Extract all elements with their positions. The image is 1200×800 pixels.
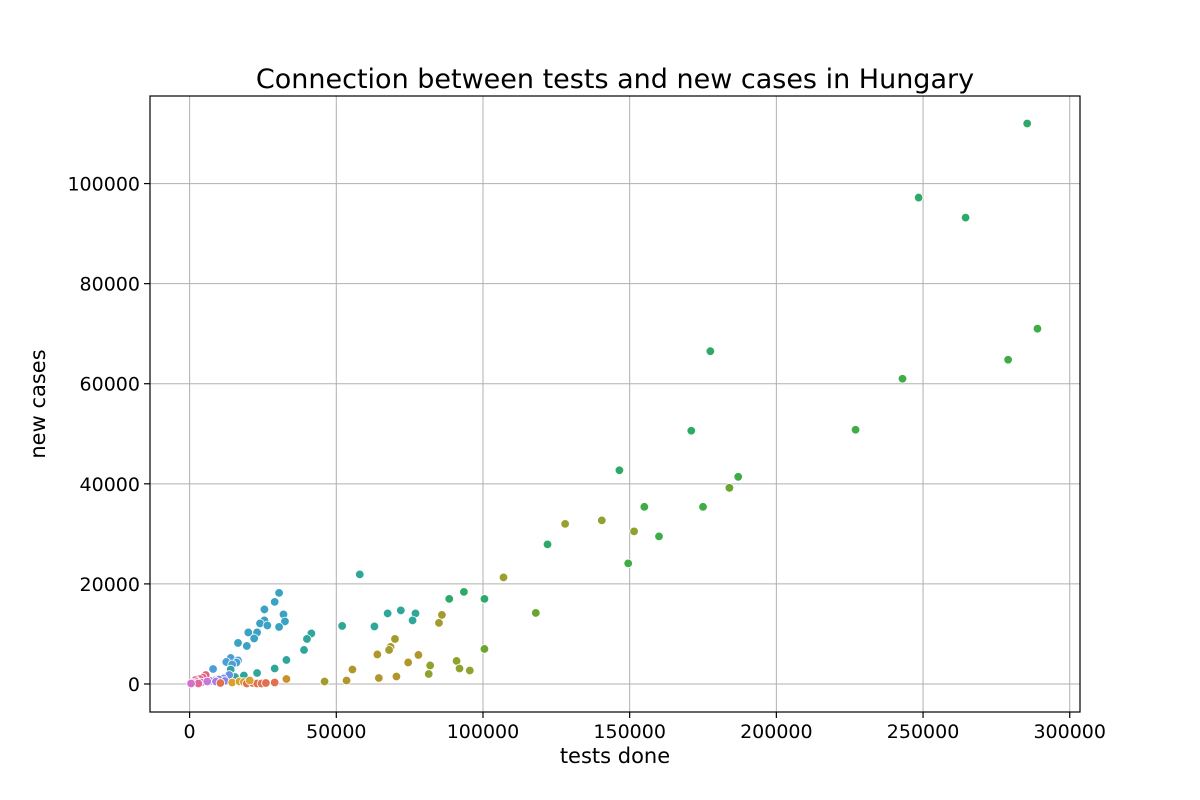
x-axis-label: tests done [560,744,670,768]
data-point [459,587,469,597]
data-point [269,597,280,607]
y-tick-label: 40000 [80,474,140,496]
ticks: 0 50000 100000 150000 200000 250000 300000 0 200… [67,174,1106,743]
data-point [479,644,490,654]
data-point [479,594,490,604]
data-point [280,616,290,627]
data-point [614,465,625,476]
data-point [542,539,553,550]
data-point [215,678,226,688]
y-tick-label: 20000 [80,574,140,596]
data-point [369,621,380,632]
data-point [274,588,284,598]
data-point [724,483,735,493]
data-point [1022,118,1032,129]
data-point [623,558,633,569]
data-point [242,641,252,651]
data-point [654,531,664,542]
x-tick-label: 300000 [1033,721,1106,743]
data-point [281,674,292,684]
data-point [372,649,383,660]
data-point [347,664,358,675]
data-point [437,610,447,620]
data-point [208,664,218,674]
data-point [465,665,475,676]
data-point [396,605,406,616]
data-point [733,472,743,482]
data-point [425,660,435,671]
data-point [319,676,330,687]
data-point [355,569,365,580]
y-tick-label: 0 [128,674,140,696]
data-point [269,663,280,674]
data-point [403,657,413,668]
data-point [337,621,347,631]
plot-frame [149,95,1081,713]
data-point [897,374,908,384]
data-point [913,192,924,203]
data-point [686,426,696,436]
y-axis-label: new cases [26,349,50,458]
data-point [407,615,418,626]
data-point [249,633,259,644]
data-point [629,526,639,537]
data-point [252,668,262,678]
x-tick-label: 200000 [740,721,813,743]
data-point [560,519,570,529]
data-point [1032,323,1043,334]
data-point [384,645,394,655]
data-point [202,676,212,687]
data-point [245,675,255,686]
data-point [382,608,393,619]
data-point [269,677,280,688]
grid [150,96,1080,712]
data-point [960,212,971,223]
x-tick-label: 100000 [447,721,520,743]
data-point [374,673,384,683]
x-tick-label: 0 [184,721,196,743]
data-point [434,618,444,628]
data-point [705,346,716,356]
data-point [531,608,541,618]
data-point [413,650,424,660]
data-point [850,425,861,435]
data-point [233,638,243,648]
data-point [261,678,271,688]
data-point [639,502,650,512]
data-point [454,663,465,674]
data-point [302,634,312,644]
data-point [341,675,352,686]
data-point [274,622,284,632]
chart-title: Connection between tests and new cases i… [256,64,974,95]
data-point [424,669,434,679]
data-point [262,620,273,631]
data-point [698,502,708,512]
data-point [391,671,402,682]
data-point [299,645,309,655]
data-point [444,594,454,604]
data-point [390,634,400,644]
data-point [259,604,270,615]
y-tick-label: 60000 [80,374,140,396]
y-tick-label: 100000 [67,174,140,196]
x-tick-label: 250000 [887,721,960,743]
data-point [597,515,607,526]
data-point [186,678,196,689]
data-point [498,572,509,583]
y-tick-label: 80000 [80,274,140,296]
data-point [281,655,292,665]
data-points [186,118,1043,689]
data-point [1003,355,1013,365]
x-tick-label: 150000 [593,721,666,743]
x-tick-label: 50000 [306,721,366,743]
